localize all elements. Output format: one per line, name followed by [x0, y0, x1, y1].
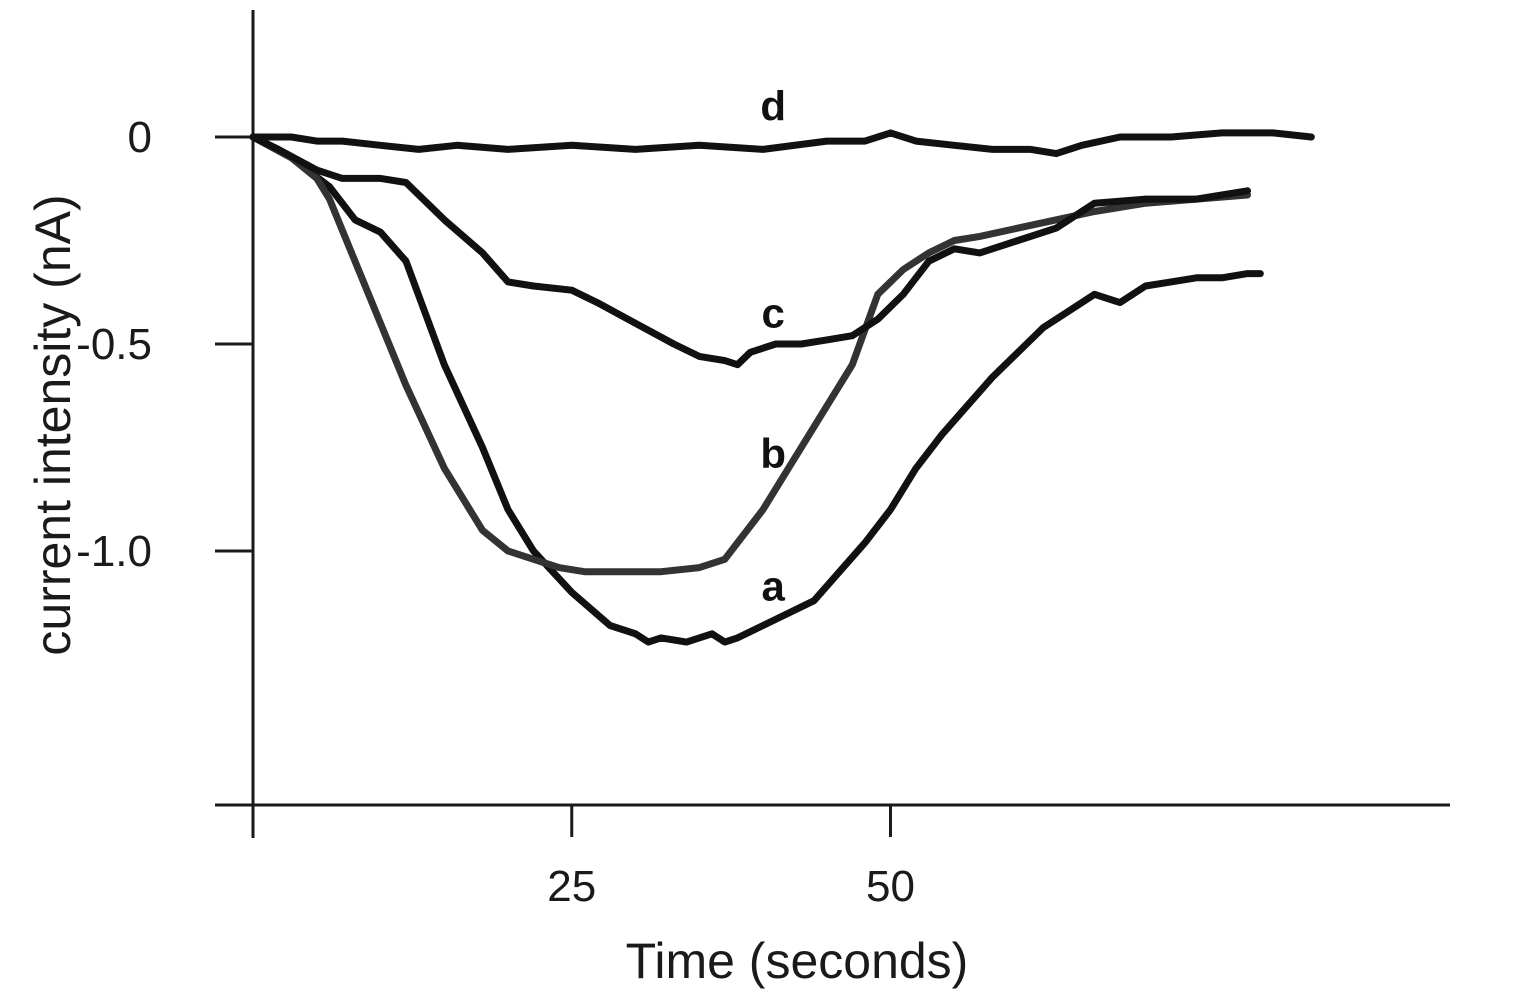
series-label-c: c — [762, 289, 785, 336]
series-line-c — [249, 133, 1251, 369]
y-tick-label: 0 — [128, 113, 152, 162]
x-tick-label: 25 — [547, 862, 596, 911]
y-ticks: 0 -0.5 -1.0 — [76, 113, 253, 576]
series-line-a — [249, 133, 1264, 646]
series-line-b — [249, 133, 1251, 576]
curve-labels: a b c d — [760, 82, 786, 609]
series-label-b: b — [760, 430, 786, 477]
axes — [215, 10, 1450, 838]
y-tick-label: -1.0 — [76, 527, 152, 576]
x-ticks: 25 50 — [547, 805, 915, 911]
curves — [249, 129, 1315, 646]
series-label-a: a — [762, 563, 786, 610]
series-line-d — [249, 129, 1315, 158]
y-axis-title: current intensity (nA) — [25, 194, 81, 655]
y-tick-label: -0.5 — [76, 320, 152, 369]
x-tick-label: 50 — [866, 862, 915, 911]
series-label-d: d — [760, 82, 786, 129]
x-axis-title: Time (seconds) — [626, 933, 969, 989]
